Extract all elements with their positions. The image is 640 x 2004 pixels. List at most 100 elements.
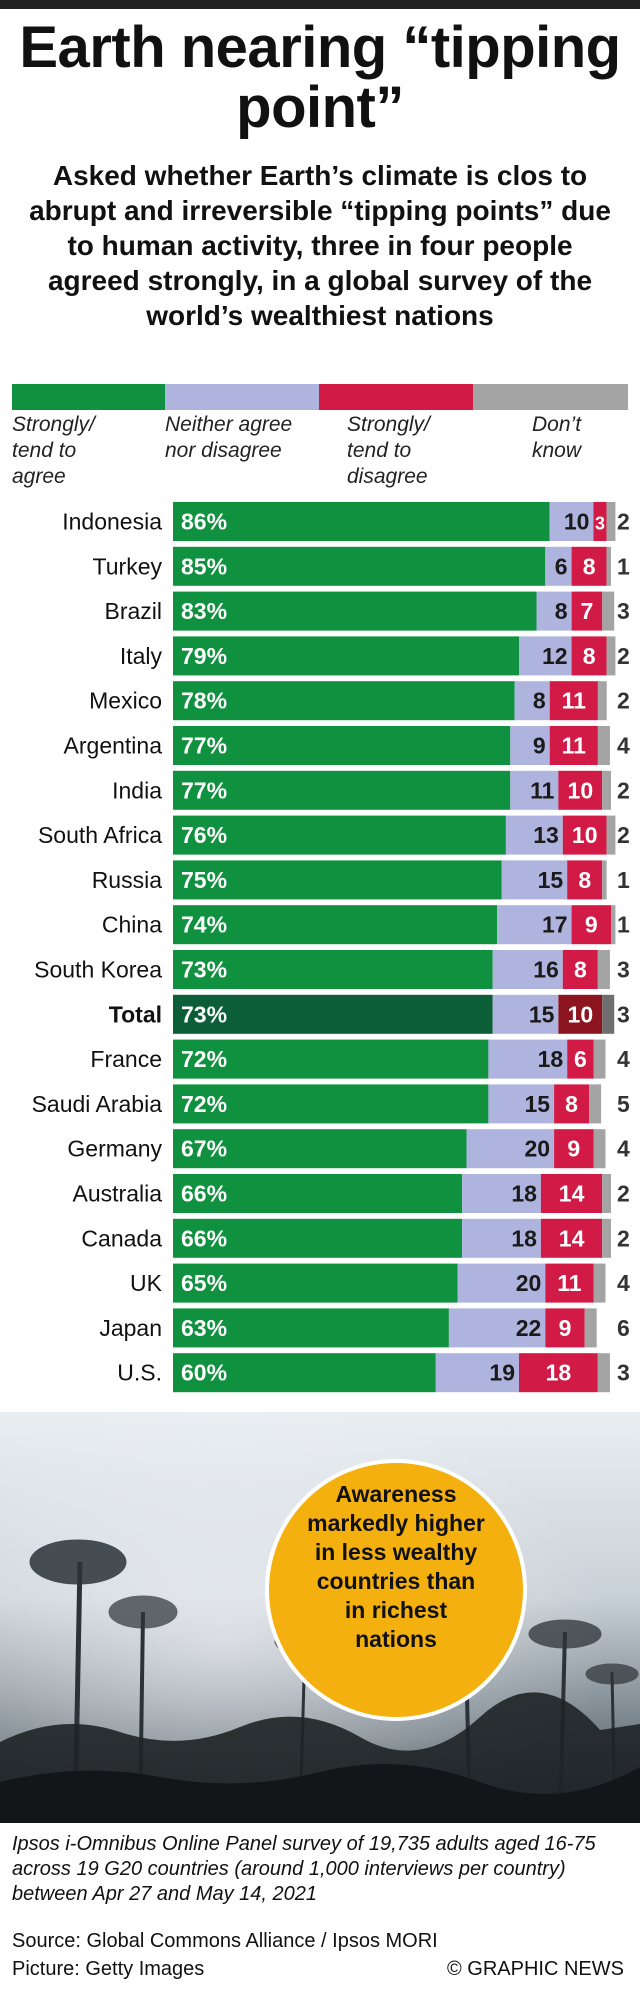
bar-segment	[602, 994, 615, 1034]
data-label: 66%	[181, 1225, 227, 1251]
data-label: 8	[578, 867, 591, 893]
page-title: Earth nearing “tipping point”	[19, 15, 621, 140]
category-label: China	[102, 912, 162, 938]
bar-segment	[497, 905, 572, 945]
data-label: 5	[617, 1091, 630, 1117]
bar-segment	[545, 546, 572, 586]
bar-segment	[593, 1129, 606, 1169]
data-label: 67%	[181, 1136, 227, 1162]
data-label: 18	[538, 1046, 564, 1072]
data-label: 3	[617, 598, 630, 624]
data-label: 18	[511, 1181, 537, 1207]
bar-segment	[173, 681, 515, 721]
data-label: 19	[489, 1360, 515, 1386]
bar-segment	[519, 1353, 598, 1393]
data-label: 15	[529, 1001, 555, 1027]
bar-segment	[562, 815, 607, 855]
bar-segment	[571, 636, 607, 676]
bar-segment	[173, 1263, 458, 1303]
data-label: 3	[617, 1360, 630, 1386]
data-label: 2	[617, 822, 630, 848]
bar-segment	[457, 1263, 546, 1303]
data-label: 4	[617, 733, 630, 759]
data-label: 74%	[181, 912, 227, 938]
data-label: 76%	[181, 822, 227, 848]
category-label: Saudi Arabia	[32, 1091, 163, 1117]
bar-segment	[173, 905, 498, 945]
bar-segment	[173, 950, 493, 989]
data-label: 77%	[181, 733, 227, 759]
data-label: 10	[572, 822, 598, 848]
category-label: South Africa	[38, 822, 162, 848]
data-label: 9	[567, 1136, 580, 1162]
bar-segment	[589, 1084, 602, 1124]
page-subtitle: Asked whether Earth’s climate is clos to…	[29, 160, 611, 331]
data-label: 8	[574, 957, 587, 983]
bar-segment	[593, 1039, 606, 1079]
category-label: Brazil	[104, 598, 162, 624]
bar-segment	[602, 1174, 611, 1213]
data-label: 11	[557, 1270, 582, 1296]
bar-segment	[173, 546, 546, 586]
data-label: 6	[617, 1315, 630, 1341]
bar-segment	[510, 770, 559, 810]
bar-segment	[549, 726, 598, 765]
bar-segment	[571, 905, 611, 945]
data-label: 15	[524, 1091, 550, 1117]
bar-segment	[173, 1039, 489, 1079]
data-label: 66%	[181, 1181, 227, 1207]
category-label: Canada	[81, 1225, 162, 1251]
category-label: Indonesia	[62, 509, 162, 535]
data-label: 4	[617, 1046, 630, 1072]
legend-swatch-neither	[165, 384, 319, 410]
category-label: South Korea	[34, 957, 162, 983]
data-label: 9	[585, 912, 598, 938]
legend-label-neither: Neither agree nor disagree	[165, 413, 293, 462]
category-label: Turkey	[93, 553, 163, 579]
category-label: UK	[130, 1270, 163, 1296]
data-label: 65%	[181, 1270, 227, 1296]
bar-segment	[606, 502, 616, 541]
legend-swatch-dontknow	[473, 384, 628, 410]
bar-segment	[558, 994, 603, 1034]
bar-segment	[173, 502, 550, 541]
bar-segment	[519, 636, 572, 676]
data-label: 2	[617, 643, 630, 669]
bar-segment	[571, 591, 603, 631]
data-label: 11	[562, 733, 587, 759]
data-label: 72%	[181, 1091, 227, 1117]
data-label: 10	[568, 777, 594, 803]
category-label: Mexico	[89, 688, 162, 714]
category-label: Russia	[92, 867, 163, 893]
bar-segment	[584, 1308, 597, 1348]
bar-segment	[554, 1084, 590, 1124]
category-label: India	[112, 777, 162, 803]
data-label: 6	[555, 553, 568, 579]
bar-segment	[488, 1084, 555, 1124]
data-label: 73%	[181, 957, 227, 983]
bar-segment	[435, 1353, 519, 1393]
bar-segment	[602, 591, 615, 631]
data-label: 72%	[181, 1046, 227, 1072]
bar-segment	[492, 950, 563, 989]
data-label: 78%	[181, 688, 227, 714]
legend-swatch-disagree	[319, 384, 473, 410]
bar-segment	[602, 1218, 611, 1258]
data-label: 2	[617, 777, 630, 803]
picture-credit: Picture: Getty Images	[12, 1958, 205, 1980]
data-label: 4	[617, 1270, 630, 1296]
bar-segment	[597, 726, 610, 765]
data-label: 17	[542, 912, 568, 938]
bar-segment	[173, 726, 511, 765]
legend-swatch-agree	[12, 384, 165, 410]
category-label: Australia	[73, 1181, 163, 1207]
category-label: U.S.	[117, 1360, 162, 1386]
bar-segment	[593, 502, 607, 541]
data-label: 1	[617, 912, 630, 938]
bar-segment	[602, 860, 607, 900]
bar-segment	[173, 636, 519, 676]
data-label: 10	[564, 509, 590, 535]
bar-segment	[554, 1129, 594, 1169]
survey-note: Ipsos i-Omnibus Online Panel survey of 1…	[12, 1833, 596, 1905]
